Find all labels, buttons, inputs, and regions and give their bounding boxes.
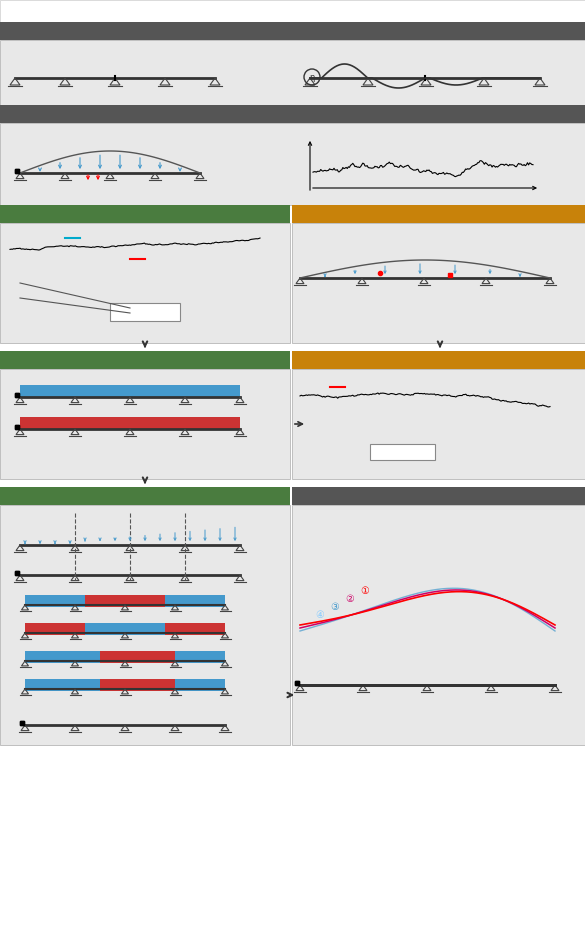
Text: p(t): p(t) — [555, 278, 569, 288]
Text: p(t): p(t) — [203, 160, 219, 169]
Text: p̂: p̂ — [245, 385, 252, 397]
Bar — [0, 505, 290, 745]
Text: p̌: p̌ — [5, 292, 12, 304]
Text: (3),(4) unsicher: (3),(4) unsicher — [297, 730, 373, 739]
Text: Mᵣ₋₁(t): Mᵣ₋₁(t) — [305, 295, 329, 304]
Text: M > M̂: M > M̂ — [230, 625, 254, 633]
Bar — [25, 623, 225, 635]
Bar — [292, 487, 585, 505]
Text: M̌ᵣ₋₁min: M̌ᵣ₋₁min — [463, 458, 498, 467]
Bar — [292, 205, 585, 223]
Bar — [370, 444, 435, 460]
Text: Auswertung auf Lastebene: Auswertung auf Lastebene — [5, 212, 163, 222]
Bar — [100, 679, 175, 691]
Text: Auswertung auf Schnittkraftebene (Effekte): Auswertung auf Schnittkraftebene (Effekt… — [297, 212, 522, 222]
Bar — [85, 623, 165, 635]
Text: Einflusslinie Mᵣ₋₁: Einflusslinie Mᵣ₋₁ — [310, 48, 386, 57]
Text: ②: ② — [346, 594, 355, 604]
Text: p̌: p̌ — [243, 545, 249, 556]
Text: M=∫ η·p dx: M=∫ η·p dx — [160, 585, 208, 594]
Text: Winddrücke: Winddrücke — [175, 226, 220, 235]
Text: p̂: p̂ — [243, 530, 249, 541]
Bar — [0, 223, 290, 343]
Text: Beispiel: Mehrfeldträger: Beispiel: Mehrfeldträger — [10, 48, 119, 57]
Bar — [0, 487, 290, 505]
Text: Charakteristische Schnittkräfte (Effekte): Charakteristische Schnittkräfte (Effekte… — [297, 358, 507, 368]
Text: Statistik mit extremen Schnittkräften: Statistik mit extremen Schnittkräften — [297, 372, 453, 381]
Text: ③: ③ — [331, 602, 339, 612]
Text: M < M̂: M < M̂ — [230, 597, 254, 605]
Text: Alle Schnittkräfte auf p=98% abgesichert: Alle Schnittkräfte auf p=98% abgesichert — [297, 469, 457, 478]
Bar — [25, 651, 100, 663]
Text: ④: ④ — [3, 680, 11, 690]
Text: ①: ① — [305, 508, 314, 518]
Bar — [0, 351, 290, 369]
Text: Alle Drücke auf p=98% abgesichert: Alle Drücke auf p=98% abgesichert — [5, 372, 156, 381]
Text: Genaue zeitbezogene Drücke: Genaue zeitbezogene Drücke — [5, 112, 187, 122]
Text: η: η — [309, 73, 315, 82]
Bar — [25, 679, 225, 691]
Text: z.B. aus Windkanalversuchen: z.B. aus Windkanalversuchen — [8, 136, 132, 145]
Text: M̂: M̂ — [297, 508, 307, 518]
Text: M̂: M̂ — [562, 508, 570, 518]
Text: min: min — [158, 257, 173, 265]
Text: ④: ④ — [316, 610, 324, 620]
Bar — [175, 651, 225, 663]
Text: ①: ① — [3, 596, 11, 606]
Bar — [25, 595, 225, 607]
Bar — [0, 40, 585, 105]
Text: Statistik: Statistik — [383, 448, 421, 456]
Text: Möglichkeiten zur statistischen Auswertung von Druckzeitreihen für die Tragwerks: Möglichkeiten zur statistischen Auswertu… — [3, 9, 559, 19]
Text: M̌ < M < M̂: M̌ < M < M̂ — [230, 653, 272, 662]
Text: ②: ② — [3, 624, 11, 634]
Text: M̂: M̂ — [417, 582, 425, 592]
Bar — [292, 369, 585, 479]
Text: M̂ᵣ₋₁max: M̂ᵣ₋₁max — [295, 426, 336, 436]
Text: Lastverteilung?: Lastverteilung? — [5, 508, 84, 517]
Text: p(t): p(t) — [302, 141, 311, 155]
Text: Mᵣ₋₁:  (1),(2) konservativ: Mᵣ₋₁: (1),(2) konservativ — [297, 720, 391, 729]
Text: p̌: p̌ — [245, 417, 252, 428]
Text: ②: ② — [297, 525, 306, 535]
Bar — [0, 205, 290, 223]
Bar — [175, 679, 225, 691]
Bar — [0, 0, 585, 22]
Text: Charakteristische Lasten (Extremwertstatistik): Charakteristische Lasten (Extremwertstat… — [5, 358, 246, 368]
Text: Berücksichtigung des statischen Systems: Berücksichtigung des statischen Systems — [297, 323, 456, 332]
Text: Vergleich: Vergleich — [297, 494, 352, 504]
Text: M̌: M̌ — [437, 627, 445, 637]
Text: M̌ < M < M̂: M̌ < M < M̂ — [230, 681, 272, 690]
Bar — [100, 651, 175, 663]
Bar — [25, 679, 100, 691]
Bar — [85, 595, 165, 607]
Text: Winddrücke: Winddrücke — [477, 128, 530, 137]
Text: ①: ① — [360, 586, 369, 596]
Text: Struktur: Struktur — [352, 301, 384, 309]
Text: min: min — [443, 404, 457, 413]
Text: Schnittkräfte: Schnittkräfte — [297, 228, 352, 237]
Text: Statisches System: Statisches System — [5, 29, 120, 39]
Bar — [292, 505, 585, 745]
Text: p̂: p̂ — [5, 277, 12, 289]
Bar — [20, 417, 240, 429]
Text: Ungenauigkeit durch Lastapplikation: Ungenauigkeit durch Lastapplikation — [5, 585, 146, 594]
Text: Momentane Oberflächendrücke zum Zeitpunkt t: Momentane Oberflächendrücke zum Zeitpunk… — [8, 128, 211, 137]
Text: p̄: p̄ — [212, 321, 218, 331]
Bar — [0, 22, 585, 40]
Text: ③: ③ — [3, 652, 11, 662]
Bar — [0, 369, 290, 479]
Bar — [110, 303, 180, 321]
Bar — [20, 385, 240, 397]
Bar — [0, 123, 585, 205]
Bar — [292, 223, 585, 343]
Bar — [292, 351, 585, 369]
Text: Ermittlung der Schnittkräfte: Ermittlung der Schnittkräfte — [5, 494, 173, 504]
Text: max: max — [443, 386, 460, 396]
Text: Statistik: Statistik — [126, 307, 164, 317]
Bar — [0, 105, 585, 123]
Text: max: max — [158, 235, 175, 244]
Bar — [25, 651, 225, 663]
